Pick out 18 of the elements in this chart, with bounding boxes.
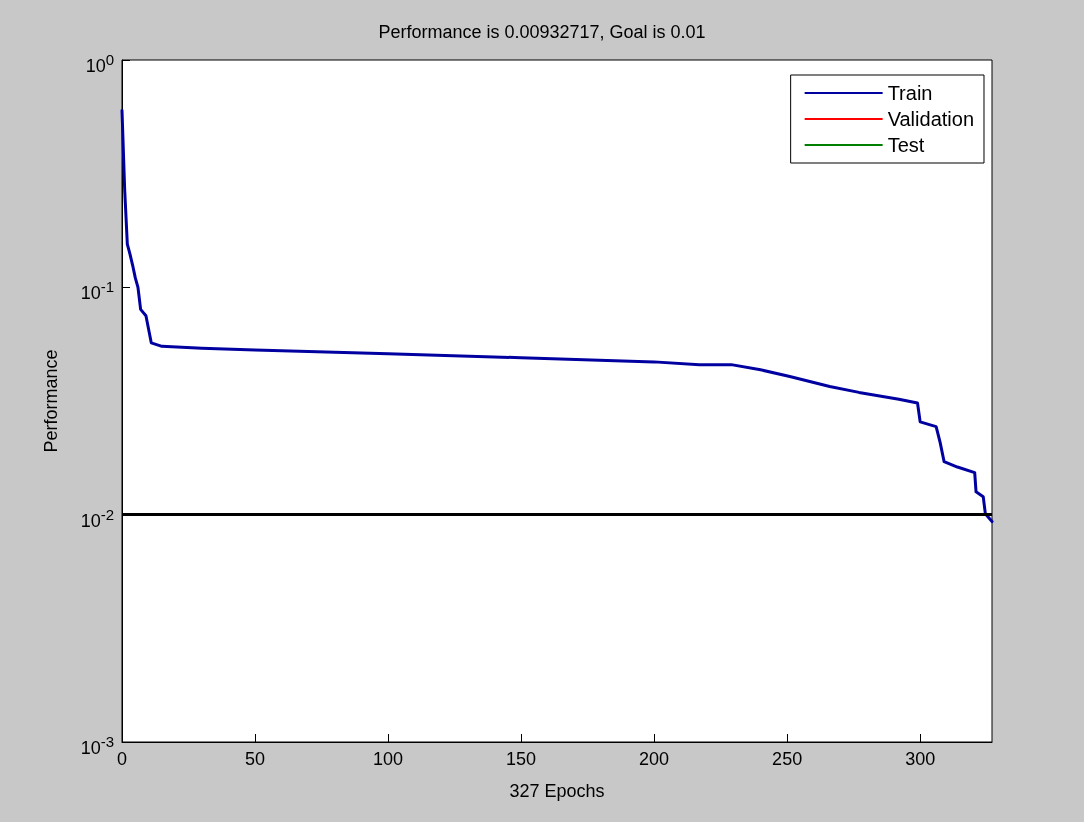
- x-tick-label: 300: [905, 749, 936, 769]
- x-tick-label: 250: [772, 749, 803, 769]
- line-series: [120, 108, 994, 524]
- legend-label: Train: [887, 82, 933, 104]
- x-tick-label: 150: [506, 749, 537, 769]
- x-tick-label: 200: [639, 749, 670, 769]
- x-axis-title: 327 Epochs: [509, 781, 605, 801]
- y-tick-label: 10$^{0}$: [85, 50, 114, 77]
- chart-title: Performance is 0.00932717, Goal is 0.01: [378, 22, 706, 42]
- x-tick-label: 0: [116, 749, 128, 769]
- y-axis-title: Performance: [41, 349, 61, 453]
- x-tick-label: 50: [245, 749, 266, 769]
- y-tick-label: 10$^{-1}$: [80, 277, 114, 305]
- legend-label: Test: [887, 134, 925, 156]
- legend-label: Validation: [887, 108, 974, 130]
- y-tick-label: 10$^{-3}$: [80, 732, 114, 759]
- y-tick-label: 10$^{-2}$: [80, 504, 114, 532]
- x-tick-label: 100: [373, 749, 404, 769]
